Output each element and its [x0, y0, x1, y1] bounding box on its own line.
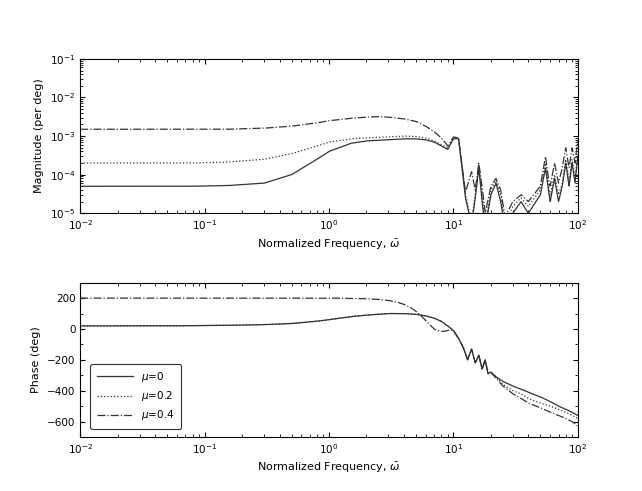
$\mu$=0.2 — [534, 399, 542, 405]
$\mu$=0 — [76, 323, 84, 329]
$\mu$=0.2 — [286, 321, 293, 327]
$\mu$=0 — [313, 318, 320, 324]
Y-axis label: Magnitude (per deg): Magnitude (per deg) — [34, 79, 44, 193]
Legend: $\mu$=0, $\mu$=0.2, $\mu$=0.4: $\mu$=0, $\mu$=0.2, $\mu$=0.4 — [91, 364, 181, 429]
Line: $\mu$=0: $\mu$=0 — [80, 314, 578, 415]
$\mu$=0.2 — [559, 408, 566, 414]
$\mu$=0.4 — [286, 295, 293, 301]
X-axis label: Normalized Frequency, $\bar{\omega}$: Normalized Frequency, $\bar{\omega}$ — [257, 238, 401, 252]
$\mu$=0.4 — [290, 295, 297, 301]
$\mu$=0.2 — [76, 323, 84, 329]
$\mu$=0.4 — [534, 404, 542, 409]
$\mu$=0.2 — [313, 318, 320, 324]
Y-axis label: Phase (deg): Phase (deg) — [31, 327, 42, 393]
$\mu$=0.4 — [574, 423, 582, 429]
$\mu$=0 — [290, 321, 297, 327]
$\mu$=0.4 — [559, 414, 566, 420]
$\mu$=0.2 — [438, 319, 446, 325]
$\mu$=0.2 — [290, 321, 297, 327]
$\mu$=0 — [286, 321, 293, 327]
$\mu$=0 — [534, 393, 542, 399]
$\mu$=0.4 — [438, 328, 446, 334]
$\mu$=0.4 — [76, 295, 84, 301]
Line: $\mu$=0.2: $\mu$=0.2 — [80, 314, 578, 418]
Line: $\mu$=0.4: $\mu$=0.4 — [80, 298, 578, 426]
$\mu$=0 — [385, 311, 392, 317]
$\mu$=0.2 — [574, 415, 582, 421]
$\mu$=0 — [438, 319, 446, 325]
$\mu$=0.4 — [313, 295, 320, 301]
X-axis label: Normalized Frequency, $\bar{\omega}$: Normalized Frequency, $\bar{\omega}$ — [257, 461, 401, 475]
$\mu$=0 — [559, 405, 566, 411]
$\mu$=0.2 — [385, 311, 392, 317]
$\mu$=0 — [574, 412, 582, 418]
